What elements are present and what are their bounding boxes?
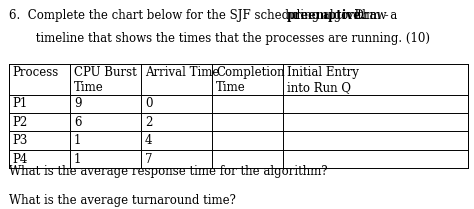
Text: 4: 4: [145, 134, 153, 147]
Text: P4: P4: [12, 153, 27, 166]
Text: 6.  Complete the chart below for the SJF scheduling algorithm -: 6. Complete the chart below for the SJF …: [9, 9, 392, 22]
Text: P1: P1: [12, 97, 27, 110]
Text: Arrival Time: Arrival Time: [145, 66, 219, 79]
Text: timeline that shows the times that the processes are running. (10): timeline that shows the times that the p…: [17, 32, 430, 45]
Text: Completion: Completion: [216, 66, 285, 79]
Text: Draw a: Draw a: [347, 9, 397, 22]
Text: Process: Process: [12, 66, 59, 79]
Text: 0: 0: [145, 97, 153, 110]
Text: What is the average turnaround time?: What is the average turnaround time?: [9, 194, 236, 207]
Text: preemptive.: preemptive.: [287, 9, 366, 22]
Text: Time: Time: [74, 81, 104, 94]
Text: P2: P2: [12, 116, 27, 129]
Text: 6: 6: [74, 116, 82, 129]
Text: into Run Q: into Run Q: [287, 81, 351, 94]
Text: P3: P3: [12, 134, 27, 147]
Text: 7: 7: [145, 153, 153, 166]
Bar: [9, 64, 468, 168]
Text: Initial Entry: Initial Entry: [287, 66, 359, 79]
Text: 9: 9: [74, 97, 82, 110]
Text: CPU Burst: CPU Burst: [74, 66, 137, 79]
Text: 1: 1: [74, 153, 82, 166]
Text: What is the average response time for the algorithm?: What is the average response time for th…: [9, 165, 327, 178]
Text: Time: Time: [216, 81, 246, 94]
Text: 1: 1: [74, 134, 82, 147]
Text: 2: 2: [145, 116, 153, 129]
